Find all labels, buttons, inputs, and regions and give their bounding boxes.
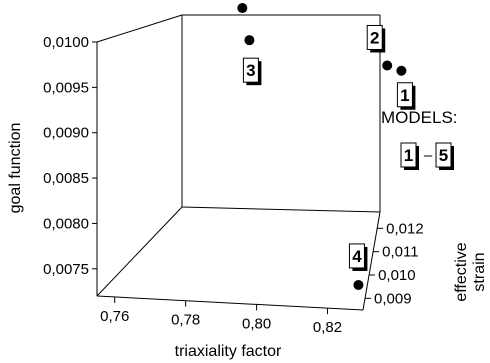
y-tick-label: 0,0095 <box>43 79 89 96</box>
x-tick-label: 0,78 <box>171 312 200 329</box>
point-marker <box>396 65 407 76</box>
y-tick-label: 0,0080 <box>43 215 89 232</box>
box-front-top-edge <box>96 14 183 43</box>
badge-box <box>348 243 365 269</box>
point-label: 1 <box>400 86 409 105</box>
badge-box <box>242 57 259 83</box>
point-marker <box>353 279 364 290</box>
data-point-model-4: 4 <box>348 243 368 290</box>
badge-box <box>366 24 383 50</box>
box-floor-back-edge <box>181 206 381 213</box>
point-label: 3 <box>246 61 255 80</box>
data-points: 1 2 3 4 5 <box>237 3 416 290</box>
z-tick-label: 0,012 <box>386 220 424 237</box>
legend: MODELS: 1 – 5 <box>381 108 458 170</box>
z-tick-label: 0,010 <box>378 267 416 284</box>
y-axis-title: goal function <box>7 123 24 214</box>
box-floor-left-edge <box>96 206 183 297</box>
z-tick-label: 0,011 <box>382 244 418 261</box>
point-marker <box>382 60 393 71</box>
point-label: 4 <box>352 247 362 266</box>
x-axis: 0,76 0,78 0,80 0,82 <box>100 296 342 336</box>
x-tick-label: 0,80 <box>242 315 271 332</box>
legend-to-label: 5 <box>439 146 448 165</box>
legend-to-badge-box <box>435 142 452 168</box>
legend-title: MODELS: <box>381 108 458 127</box>
x-tick-label: 0,82 <box>313 319 342 336</box>
legend-from-badge-box <box>400 142 417 168</box>
legend-from-badge: 1 <box>400 142 419 170</box>
y-axis: 0,0075 0,0080 0,0085 0,0090 0,0095 0,0100 <box>43 34 97 278</box>
point-marker <box>237 3 248 14</box>
y-tick-label: 0,0075 <box>43 261 89 278</box>
data-point-model-3: 3 <box>242 35 262 86</box>
data-point-model-1: 1 <box>396 65 416 110</box>
x-tick-label: 0,76 <box>100 308 129 325</box>
data-point-model-5: 5 <box>237 3 248 14</box>
z-axis-title-line-1: effective <box>453 242 470 301</box>
badge-box <box>396 82 413 108</box>
z-axis-title-line-2: strain <box>471 252 488 291</box>
z-tick-label: 0,009 <box>374 290 412 307</box>
z-axis: 0,009 0,010 0,011 0,012 <box>365 220 424 307</box>
y-tick-label: 0,0090 <box>43 125 89 142</box>
data-point-model-2: 2 <box>366 24 393 71</box>
point-label: 2 <box>370 28 379 47</box>
box-floor-front-edge <box>96 295 364 311</box>
y-tick-label: 0,0085 <box>43 170 89 187</box>
point-label-badge: 2 <box>366 24 386 53</box>
plot-box <box>96 14 381 311</box>
point-label-badge: 4 <box>348 243 368 271</box>
point-label-badge: 3 <box>242 57 262 86</box>
y-tick-label: 0,0100 <box>43 34 89 51</box>
x-axis-title: triaxiality factor <box>175 343 282 360</box>
point-marker <box>244 35 255 46</box>
z-axis-title: effective strain <box>453 242 488 301</box>
legend-dash: – <box>424 147 433 164</box>
point-label-badge: 1 <box>396 82 416 110</box>
legend-to-badge: 5 <box>435 142 454 170</box>
legend-from-label: 1 <box>404 146 413 165</box>
